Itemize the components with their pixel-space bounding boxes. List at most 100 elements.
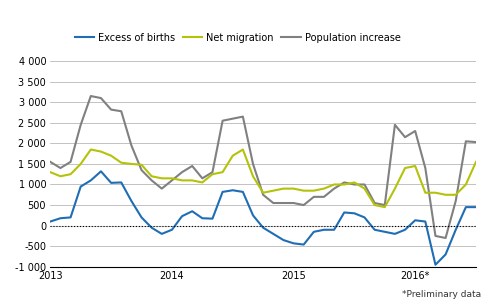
Population increase — [219, 119, 225, 123]
Net migration — [473, 160, 479, 164]
Net migration — [321, 187, 327, 191]
Population increase — [240, 115, 246, 118]
Excess of births — [372, 228, 378, 232]
Population increase — [68, 160, 74, 164]
Net migration — [361, 187, 367, 191]
Population increase — [129, 143, 135, 147]
Excess of births — [311, 230, 317, 234]
Population increase — [352, 183, 357, 186]
Excess of births — [57, 217, 63, 220]
Population increase — [433, 234, 438, 238]
Net migration — [179, 178, 185, 182]
Net migration — [230, 154, 236, 158]
Net migration — [443, 193, 449, 197]
Population increase — [422, 166, 428, 170]
Population increase — [47, 160, 53, 164]
Net migration — [453, 193, 459, 197]
Excess of births — [321, 228, 327, 232]
Population increase — [98, 96, 104, 100]
Excess of births — [149, 226, 155, 230]
Population increase — [57, 166, 63, 170]
Excess of births — [382, 230, 388, 234]
Net migration — [57, 175, 63, 178]
Population increase — [108, 108, 114, 111]
Net migration — [341, 183, 347, 186]
Population increase — [321, 195, 327, 199]
Population increase — [210, 170, 216, 174]
Excess of births — [412, 218, 418, 222]
Net migration — [138, 163, 144, 167]
Population increase — [392, 123, 398, 127]
Population increase — [331, 187, 337, 191]
Net migration — [47, 170, 53, 174]
Population increase — [463, 140, 469, 143]
Text: *Preliminary data: *Preliminary data — [402, 290, 481, 299]
Excess of births — [331, 228, 337, 232]
Population increase — [291, 201, 297, 205]
Excess of births — [68, 216, 74, 219]
Excess of births — [129, 199, 135, 203]
Population increase — [159, 187, 165, 191]
Net migration — [463, 183, 469, 186]
Line: Excess of births: Excess of births — [50, 171, 476, 265]
Net migration — [412, 164, 418, 168]
Population increase — [179, 170, 185, 174]
Net migration — [372, 203, 378, 207]
Population increase — [341, 181, 347, 184]
Population increase — [402, 135, 408, 139]
Excess of births — [453, 228, 459, 232]
Net migration — [240, 148, 246, 151]
Excess of births — [78, 185, 83, 188]
Net migration — [433, 191, 438, 194]
Excess of births — [240, 190, 246, 194]
Net migration — [260, 191, 266, 194]
Net migration — [392, 187, 398, 191]
Excess of births — [199, 217, 205, 220]
Net migration — [149, 175, 155, 178]
Excess of births — [108, 181, 114, 185]
Excess of births — [352, 211, 357, 215]
Excess of births — [280, 238, 286, 242]
Net migration — [199, 181, 205, 184]
Net migration — [219, 170, 225, 174]
Population increase — [250, 162, 256, 166]
Excess of births — [443, 253, 449, 256]
Population increase — [199, 176, 205, 180]
Population increase — [78, 123, 83, 127]
Population increase — [280, 201, 286, 205]
Excess of births — [169, 228, 175, 232]
Excess of births — [402, 228, 408, 232]
Population increase — [138, 168, 144, 172]
Excess of births — [341, 211, 347, 214]
Population increase — [443, 236, 449, 240]
Net migration — [88, 148, 94, 151]
Excess of births — [291, 242, 297, 245]
Population increase — [412, 129, 418, 133]
Population increase — [149, 178, 155, 182]
Net migration — [129, 162, 135, 166]
Population increase — [372, 201, 378, 205]
Population increase — [169, 178, 175, 182]
Net migration — [169, 176, 175, 180]
Population increase — [88, 94, 94, 98]
Net migration — [159, 176, 165, 180]
Population increase — [118, 109, 124, 113]
Excess of births — [301, 243, 307, 246]
Population increase — [361, 183, 367, 186]
Line: Net migration: Net migration — [50, 149, 476, 207]
Population increase — [301, 203, 307, 207]
Net migration — [331, 183, 337, 186]
Excess of births — [473, 205, 479, 209]
Excess of births — [118, 181, 124, 184]
Population increase — [453, 199, 459, 203]
Excess of births — [210, 217, 216, 220]
Net migration — [189, 178, 195, 182]
Excess of births — [159, 232, 165, 236]
Net migration — [280, 187, 286, 191]
Excess of births — [392, 232, 398, 236]
Net migration — [352, 181, 357, 184]
Net migration — [291, 187, 297, 191]
Net migration — [210, 172, 216, 176]
Population increase — [230, 117, 236, 120]
Population increase — [473, 140, 479, 144]
